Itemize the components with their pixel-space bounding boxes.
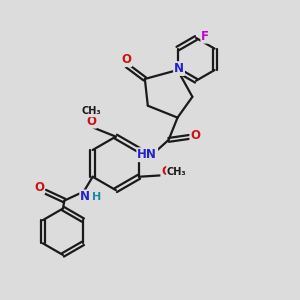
Text: N: N [80,190,90,203]
Text: HN: HN [137,148,157,161]
Text: O: O [161,165,171,178]
Text: CH₃: CH₃ [81,106,101,116]
Text: H: H [92,192,101,202]
Text: O: O [34,181,44,194]
Text: F: F [201,30,209,43]
Text: O: O [122,53,131,66]
Text: CH₃: CH₃ [167,167,187,177]
Text: O: O [86,115,96,128]
Text: N: N [174,62,184,75]
Text: O: O [190,129,200,142]
